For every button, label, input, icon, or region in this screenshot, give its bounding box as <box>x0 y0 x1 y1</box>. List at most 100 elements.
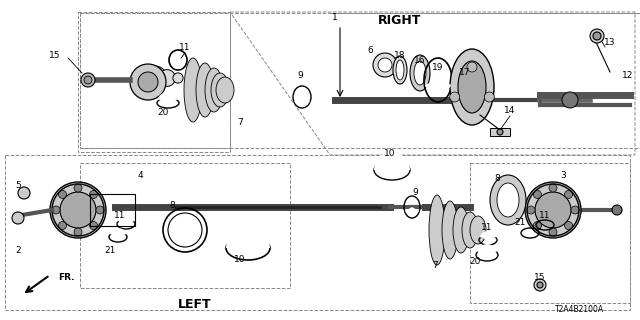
Bar <box>80 163 290 288</box>
Bar <box>470 163 630 303</box>
Text: 1: 1 <box>332 12 338 21</box>
Text: 6: 6 <box>367 45 373 54</box>
Text: 21: 21 <box>104 245 116 254</box>
Circle shape <box>96 206 104 214</box>
Circle shape <box>60 192 96 228</box>
Text: FR.: FR. <box>58 273 74 282</box>
Ellipse shape <box>196 63 214 117</box>
Text: 9: 9 <box>297 70 303 79</box>
Circle shape <box>534 221 541 229</box>
Wedge shape <box>294 97 310 106</box>
Text: 21: 21 <box>515 218 525 227</box>
Text: 11: 11 <box>481 222 493 231</box>
Circle shape <box>50 182 106 238</box>
Text: 7: 7 <box>237 117 243 126</box>
Circle shape <box>74 228 82 236</box>
Circle shape <box>467 62 477 72</box>
Circle shape <box>527 206 535 214</box>
Circle shape <box>84 76 92 84</box>
Circle shape <box>58 190 67 198</box>
Bar <box>78 12 230 152</box>
Wedge shape <box>374 152 410 170</box>
Ellipse shape <box>211 73 229 107</box>
Ellipse shape <box>396 60 404 80</box>
Circle shape <box>58 221 67 229</box>
Text: 4: 4 <box>137 171 143 180</box>
Text: 14: 14 <box>504 106 516 115</box>
Text: 11: 11 <box>115 211 125 220</box>
Text: 19: 19 <box>432 62 444 71</box>
Ellipse shape <box>410 55 430 91</box>
Text: T2A4B2100A: T2A4B2100A <box>556 306 605 315</box>
Text: 8: 8 <box>169 201 175 210</box>
Wedge shape <box>477 244 497 255</box>
Wedge shape <box>118 215 134 224</box>
Circle shape <box>564 190 573 198</box>
Ellipse shape <box>216 77 234 103</box>
Text: 20: 20 <box>469 258 481 267</box>
Text: 10: 10 <box>234 255 246 265</box>
Circle shape <box>74 184 82 192</box>
Circle shape <box>564 221 573 229</box>
Ellipse shape <box>205 68 223 112</box>
Wedge shape <box>109 228 127 237</box>
Circle shape <box>549 228 557 236</box>
Circle shape <box>18 187 30 199</box>
Text: 9: 9 <box>412 188 418 196</box>
Circle shape <box>562 92 578 108</box>
Circle shape <box>90 190 97 198</box>
Circle shape <box>143 66 167 90</box>
Ellipse shape <box>462 212 478 248</box>
Circle shape <box>52 206 60 214</box>
Wedge shape <box>157 92 179 103</box>
Bar <box>490 128 510 136</box>
Text: 20: 20 <box>157 108 169 116</box>
Circle shape <box>378 58 392 72</box>
Ellipse shape <box>184 58 202 122</box>
Circle shape <box>534 279 546 291</box>
Circle shape <box>484 92 494 102</box>
Wedge shape <box>173 60 182 69</box>
Text: 5: 5 <box>15 180 21 189</box>
Text: 10: 10 <box>384 148 396 157</box>
Circle shape <box>173 73 183 83</box>
Circle shape <box>12 212 24 224</box>
Circle shape <box>590 29 604 43</box>
Wedge shape <box>479 231 497 240</box>
Ellipse shape <box>453 207 469 253</box>
Circle shape <box>571 206 579 214</box>
Ellipse shape <box>450 49 494 125</box>
Circle shape <box>373 53 397 77</box>
Bar <box>5 155 630 310</box>
Circle shape <box>612 205 622 215</box>
Text: 8: 8 <box>494 173 500 182</box>
Ellipse shape <box>497 183 519 217</box>
Ellipse shape <box>490 175 526 225</box>
Ellipse shape <box>429 195 445 265</box>
Text: 18: 18 <box>394 51 406 60</box>
Text: 3: 3 <box>560 171 566 180</box>
Text: 13: 13 <box>604 37 616 46</box>
Bar <box>90 194 135 226</box>
Text: 12: 12 <box>622 70 634 79</box>
Text: 2: 2 <box>15 245 21 254</box>
Ellipse shape <box>442 201 458 259</box>
Ellipse shape <box>414 61 426 85</box>
Circle shape <box>159 70 175 86</box>
Ellipse shape <box>393 56 407 84</box>
Wedge shape <box>226 226 270 248</box>
Text: 11: 11 <box>179 43 191 52</box>
Circle shape <box>549 184 557 192</box>
Circle shape <box>535 192 571 228</box>
Text: 7: 7 <box>432 260 438 269</box>
Circle shape <box>138 72 158 92</box>
Circle shape <box>81 73 95 87</box>
Text: RIGHT: RIGHT <box>378 13 422 27</box>
Text: 15: 15 <box>49 51 61 60</box>
Text: 17: 17 <box>460 68 471 76</box>
Circle shape <box>593 32 601 40</box>
Circle shape <box>450 92 460 102</box>
Circle shape <box>525 182 581 238</box>
Circle shape <box>90 221 97 229</box>
Wedge shape <box>425 80 451 94</box>
